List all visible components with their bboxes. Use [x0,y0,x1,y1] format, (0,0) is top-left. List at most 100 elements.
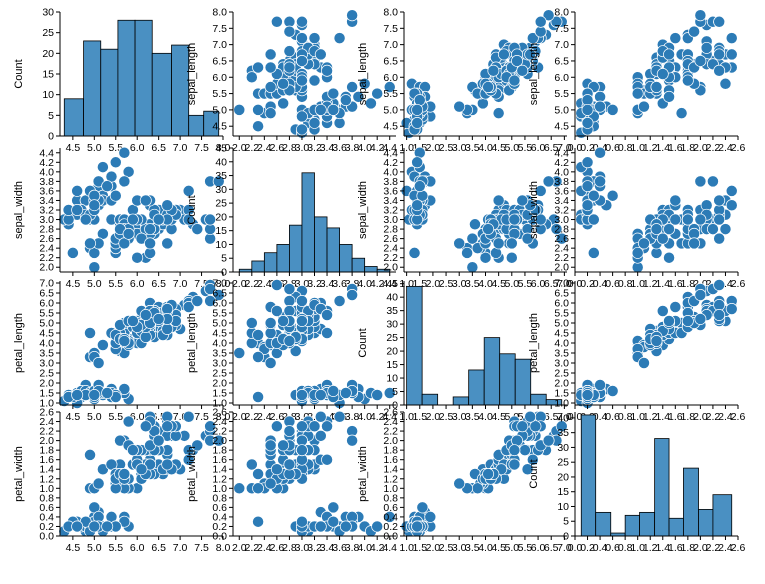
y-tick-label: 4.4 [39,147,54,159]
scatter-point [321,327,333,339]
hist-bar-sepal_width-1 [251,260,265,273]
x-tick-label: 4.5 [491,411,506,423]
scatter-point [296,32,308,45]
y-tick-label: 5 [392,386,398,398]
x-tick-label: 6.5 [151,142,166,154]
x-tick-label: 3.6 [332,278,347,290]
y-tick-label: 2.0 [39,435,54,447]
hist-bar-petal_width-3 [624,514,640,537]
y-tick-label: 8.0 [554,7,569,19]
scatter-point [308,32,321,45]
hist-bar-sepal_length-5 [151,52,172,137]
y-tick-label: 0 [563,531,569,543]
scatter-point [182,184,195,197]
x-tick-label: 2.6 [270,542,285,554]
y-tick-label: 2.2 [39,426,54,438]
scatter-point [508,444,521,457]
x-tick-label: 4.0 [478,542,493,554]
y-tick-label: 3.0 [39,358,54,370]
y-tick-label: 2.0 [383,262,398,274]
panel-sepal_length-vs-sepal_width: 2.02.22.42.62.83.03.23.43.63.84.04.24.4 4… [186,7,397,155]
y-tick-label: 7.0 [39,278,54,290]
scatter-point [492,107,505,120]
scatter-point [542,434,555,447]
scatter-point [383,510,396,523]
x-tick-label: 2.0 [232,278,247,290]
y-axis-title: petal_width [357,446,369,502]
x-tick-label: 3.0 [295,542,310,554]
scatter-point [469,218,481,231]
scatter-point [339,94,352,107]
scatter-point [122,415,135,428]
scatter-point [264,439,277,452]
x-tick-label: 3.8 [345,542,360,554]
scatter-point [371,520,384,533]
x-tick-label: 2.2 [245,411,260,423]
y-tick-label: 1.5 [212,388,227,400]
x-tick-label: 4.5 [66,142,81,154]
scatter-point [638,237,650,250]
scatter-point [511,55,523,67]
scatter-point [182,213,195,226]
y-tick-label: 2.0 [212,378,227,390]
y-tick-label: 2.6 [383,407,398,419]
scatter-point [84,327,96,339]
y-axis-title: Count [186,195,198,224]
scatter-point [694,313,707,325]
y-tick-label: 8.0 [212,7,227,19]
scatter-point [321,64,333,77]
scatter-point [327,87,340,100]
x-tick-label: 0.4 [593,411,608,423]
scatter-point [669,301,682,313]
scatter-point [118,175,131,188]
x-tick-label: 0.4 [593,542,608,554]
y-tick-label: 4.4 [554,147,569,159]
scatter-point [109,189,122,202]
y-tick-label: 35 [215,170,227,182]
y-tick-label: 2.0 [212,435,227,447]
y-tick-label: 2.5 [554,368,569,380]
scatter-point [719,223,732,236]
x-tick-label: 1.6 [668,278,683,290]
hist-bar-petal_width-0 [580,414,597,537]
y-tick-label: 4.5 [554,121,569,133]
x-tick-label: 4.5 [491,542,506,554]
scatter-point [521,232,534,245]
y-tick-label: 6.5 [554,288,569,300]
x-tick-label: 2.4 [257,278,272,290]
scatter-point [524,48,537,61]
scatter-point [264,327,277,339]
scatter-point [161,458,174,471]
x-tick-label: 3.5 [465,411,480,423]
scatter-point [358,77,371,90]
x-tick-label: 8.0 [216,278,231,290]
x-tick-label: 0.8 [618,411,633,423]
y-tick-label: 0.4 [212,511,227,523]
x-tick-label: 0.6 [605,542,620,554]
x-tick-label: 3.2 [307,278,322,290]
scatter-point [411,520,424,533]
scatter-point [383,387,396,399]
x-tick-label: 1.4 [655,542,670,554]
x-tick-label: 2.0 [693,542,708,554]
y-tick-label: 1.0 [212,483,227,495]
y-tick-label: 1.0 [554,398,569,410]
scatter-point [321,309,333,321]
x-tick-label: 6.0 [130,278,145,290]
x-tick-label: 2.4 [718,542,733,554]
x-tick-label: 2.0 [426,411,441,423]
y-tick-label: 8.0 [383,7,398,19]
x-tick-label: 7.5 [194,542,209,554]
y-tick-label: 5 [48,110,54,122]
y-tick-label: 7.0 [212,278,227,290]
scatter-point [516,420,529,433]
y-tick-label: 20 [42,48,54,60]
x-tick-label: 7.0 [557,142,572,154]
scatter-point [656,305,669,317]
scatter-point [245,317,258,329]
scatter-point [424,510,437,523]
scatter-point [663,48,675,61]
x-tick-label: 8.0 [216,411,231,423]
x-tick-label: 1.6 [668,142,683,154]
scatter-point [526,32,539,45]
